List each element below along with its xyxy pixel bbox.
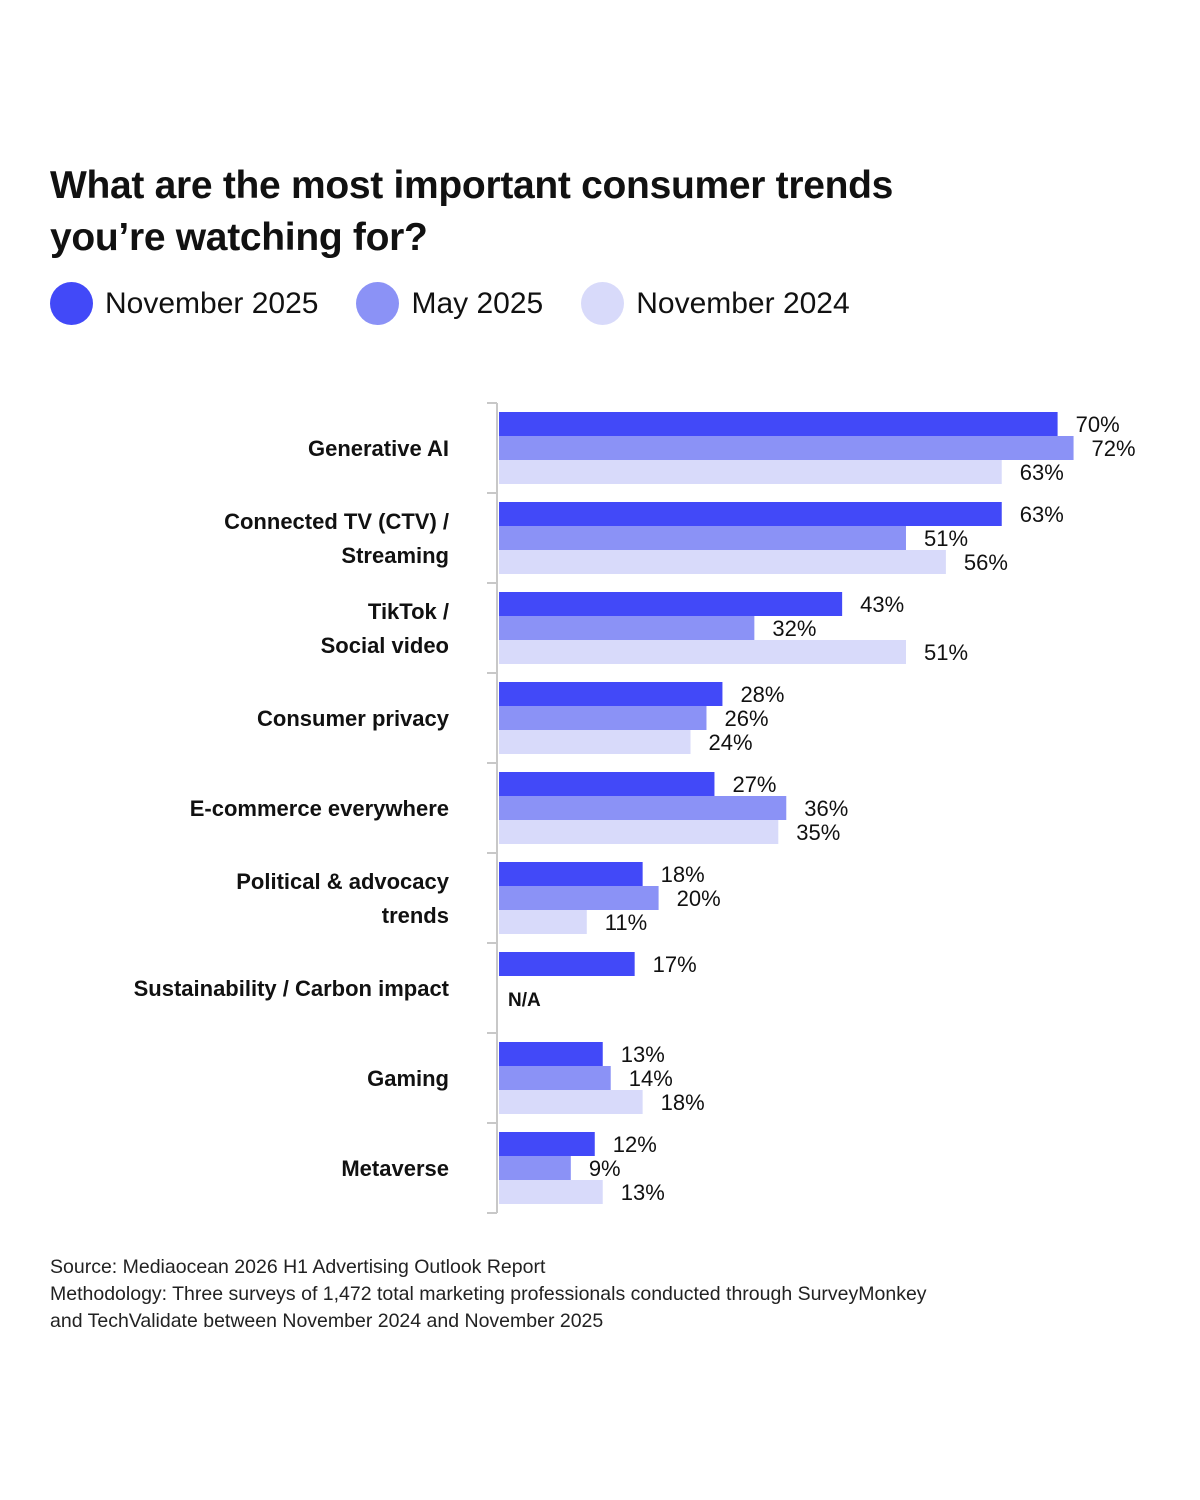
bar bbox=[499, 706, 707, 730]
data-label: 72% bbox=[1092, 436, 1136, 461]
chart-title: What are the most important consumer tre… bbox=[50, 164, 894, 259]
bar bbox=[499, 730, 691, 754]
data-label: 12% bbox=[613, 1132, 657, 1157]
legend-item-may-2025: May 2025 bbox=[356, 282, 543, 325]
methodology-note: Methodology: Three surveys of 1,472 tota… bbox=[50, 1283, 927, 1305]
bar bbox=[499, 1090, 643, 1114]
category-label: Social video bbox=[321, 633, 449, 658]
data-label: 13% bbox=[621, 1180, 665, 1205]
data-label: 9% bbox=[589, 1156, 621, 1181]
legend-label: May 2025 bbox=[411, 286, 544, 320]
data-label: 36% bbox=[804, 796, 848, 821]
data-label: 26% bbox=[724, 706, 768, 731]
category-label: trends bbox=[382, 903, 449, 928]
bar bbox=[499, 1042, 603, 1066]
bar bbox=[499, 772, 715, 796]
category-label: Streaming bbox=[341, 543, 449, 568]
data-label: 24% bbox=[709, 730, 753, 755]
bar bbox=[499, 862, 643, 886]
data-label: 28% bbox=[740, 682, 784, 707]
bar bbox=[499, 1132, 595, 1156]
data-label: 11% bbox=[605, 910, 647, 935]
data-label: 43% bbox=[860, 592, 904, 617]
bar bbox=[499, 640, 906, 664]
legend-swatch bbox=[356, 282, 400, 325]
legend-item-nov-2024: November 2024 bbox=[581, 282, 850, 325]
legend-swatch bbox=[50, 282, 93, 325]
legend-item-nov-2025: November 2025 bbox=[50, 282, 318, 325]
bar bbox=[499, 592, 843, 616]
category-label: Generative AI bbox=[308, 436, 449, 461]
category-label: Sustainability / Carbon impact bbox=[134, 976, 450, 1001]
category-label: Gaming bbox=[367, 1066, 449, 1091]
footnotes: Source: Mediaocean 2026 H1 Advertising O… bbox=[50, 1254, 927, 1335]
data-label: 32% bbox=[772, 616, 816, 641]
category-label: E-commerce everywhere bbox=[190, 796, 449, 821]
legend: November 2025 May 2025 November 2024 bbox=[50, 282, 888, 325]
bar bbox=[499, 502, 1002, 526]
bar bbox=[499, 460, 1002, 484]
data-label: 63% bbox=[1020, 502, 1064, 527]
data-label: 18% bbox=[661, 1090, 705, 1115]
bar bbox=[499, 682, 723, 706]
data-label: 51% bbox=[924, 526, 968, 551]
data-label: 18% bbox=[661, 862, 705, 887]
legend-label: November 2024 bbox=[636, 286, 850, 320]
data-label: 27% bbox=[732, 772, 776, 797]
data-label: 51% bbox=[924, 640, 968, 665]
bar bbox=[499, 550, 946, 574]
bar bbox=[499, 886, 659, 910]
category-label: Connected TV (CTV) / bbox=[224, 509, 449, 534]
bar bbox=[499, 952, 635, 976]
data-label: 70% bbox=[1076, 412, 1120, 437]
data-label: 14% bbox=[629, 1066, 673, 1091]
category-label: Metaverse bbox=[341, 1156, 449, 1181]
source-note: Source: Mediaocean 2026 H1 Advertising O… bbox=[50, 1256, 546, 1278]
legend-swatch bbox=[581, 282, 625, 325]
methodology-note-cont: and TechValidate between November 2024 a… bbox=[50, 1310, 604, 1332]
data-label: 17% bbox=[653, 952, 697, 977]
data-label: 56% bbox=[964, 550, 1008, 575]
category-label: TikTok / bbox=[368, 599, 449, 624]
bar bbox=[499, 526, 906, 550]
bar bbox=[499, 436, 1074, 460]
data-label: 13% bbox=[621, 1042, 665, 1067]
bar bbox=[499, 412, 1058, 436]
bar bbox=[499, 1156, 571, 1180]
bar bbox=[499, 1066, 611, 1090]
bar bbox=[499, 616, 755, 640]
data-label: 63% bbox=[1020, 460, 1064, 485]
bar bbox=[499, 820, 779, 844]
data-label: 35% bbox=[796, 820, 840, 845]
bar bbox=[499, 796, 787, 820]
legend-label: November 2025 bbox=[105, 286, 319, 320]
category-label: Political & advocacy bbox=[236, 869, 450, 894]
data-label: 20% bbox=[677, 886, 721, 911]
category-label: Consumer privacy bbox=[257, 706, 450, 731]
bar bbox=[499, 910, 587, 934]
bar bbox=[499, 1180, 603, 1204]
na-label: N/A bbox=[508, 990, 541, 1011]
